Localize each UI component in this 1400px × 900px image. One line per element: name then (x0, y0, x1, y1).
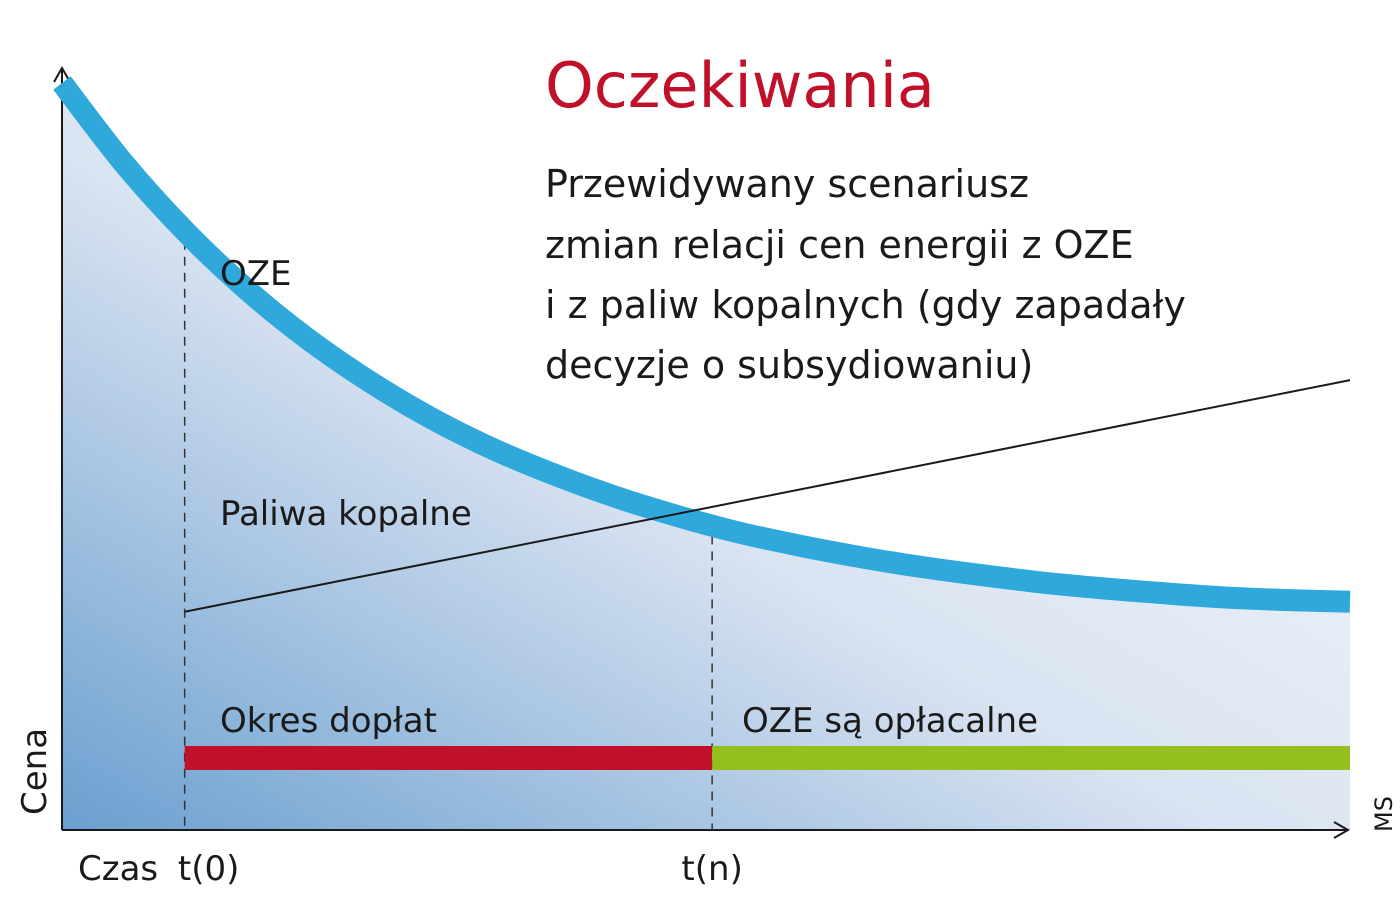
y-axis (53, 65, 71, 830)
subtitle-line-2: zmian relacji cen energii z OZE (545, 223, 1134, 267)
x-axis (62, 821, 1351, 839)
oze-curve (53, 76, 1351, 613)
subtitle-line-1: Przewidywany scenariusz (545, 162, 1029, 206)
fossil-series-label: Paliwa kopalne (220, 494, 472, 534)
x-tick-label-tn: t(n) (681, 849, 742, 889)
profitable-period-bar (712, 746, 1350, 770)
subsidy-period-bar (184, 746, 713, 770)
y-axis-arrow-icon (53, 65, 71, 83)
fossil-fuels-line (184, 379, 1351, 613)
x-axis-arrow-icon (1333, 821, 1351, 839)
chart-title: Oczekiwania (545, 49, 935, 122)
subtitle-line-3: i z paliw kopalnych (gdy zapadały (545, 283, 1186, 327)
profitable-period-label: OZE są opłacalne (742, 701, 1038, 741)
oze-series-label: OZE (220, 254, 292, 294)
area-under-oze-curve (62, 83, 1350, 830)
x-axis-label: Czas (78, 849, 158, 889)
y-axis-label: Cena (15, 728, 55, 815)
x-tick-label-t0: t(0) (178, 849, 240, 889)
subtitle-line-4: decyzje o subsydiowaniu) (545, 343, 1033, 387)
credit-label: MS (1370, 796, 1398, 832)
subsidy-period-label: Okres dopłat (220, 701, 437, 741)
